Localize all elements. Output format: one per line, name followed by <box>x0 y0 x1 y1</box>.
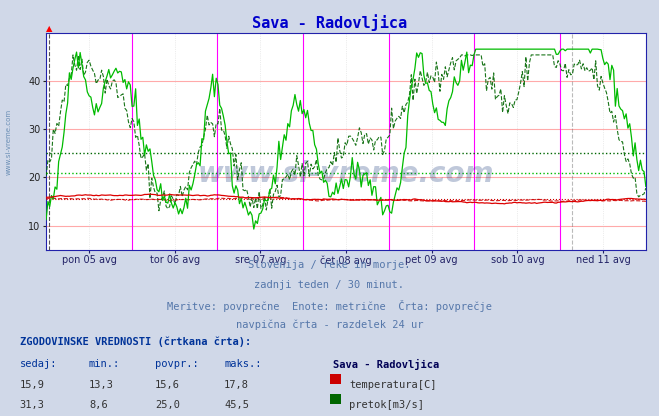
Text: 31,3: 31,3 <box>20 400 45 410</box>
Text: temperatura[C]: temperatura[C] <box>349 380 437 390</box>
Text: Slovenija / reke in morje.: Slovenija / reke in morje. <box>248 260 411 270</box>
Text: 15,9: 15,9 <box>20 380 45 390</box>
Text: maks.:: maks.: <box>224 359 262 369</box>
Text: Sava - Radovljica: Sava - Radovljica <box>333 359 439 370</box>
Text: 8,6: 8,6 <box>89 400 107 410</box>
Text: 25,0: 25,0 <box>155 400 180 410</box>
Text: pretok[m3/s]: pretok[m3/s] <box>349 400 424 410</box>
Text: 15,6: 15,6 <box>155 380 180 390</box>
Text: povpr.:: povpr.: <box>155 359 198 369</box>
Text: www.si-vreme.com: www.si-vreme.com <box>198 160 494 188</box>
Text: 45,5: 45,5 <box>224 400 249 410</box>
Text: ZGODOVINSKE VREDNOSTI (črtkana črta):: ZGODOVINSKE VREDNOSTI (črtkana črta): <box>20 337 251 347</box>
Text: 13,3: 13,3 <box>89 380 114 390</box>
Text: www.si-vreme.com: www.si-vreme.com <box>5 109 11 174</box>
Text: zadnji teden / 30 minut.: zadnji teden / 30 minut. <box>254 280 405 290</box>
Text: Meritve: povprečne  Enote: metrične  Črta: povprečje: Meritve: povprečne Enote: metrične Črta:… <box>167 300 492 312</box>
Text: sedaj:: sedaj: <box>20 359 57 369</box>
Text: navpična črta - razdelek 24 ur: navpična črta - razdelek 24 ur <box>236 320 423 330</box>
Text: 17,8: 17,8 <box>224 380 249 390</box>
Text: min.:: min.: <box>89 359 120 369</box>
Text: ▲: ▲ <box>46 24 53 33</box>
Text: Sava - Radovljica: Sava - Radovljica <box>252 15 407 31</box>
